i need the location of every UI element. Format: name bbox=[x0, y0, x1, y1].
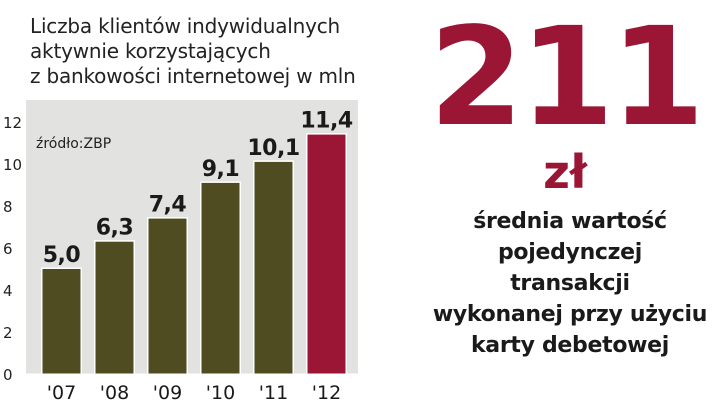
y-tick-label: 8 bbox=[3, 198, 13, 216]
y-tick-label: 4 bbox=[3, 282, 13, 300]
x-tick-label: '09 bbox=[153, 382, 182, 404]
x-tick-label: '11 bbox=[259, 382, 288, 404]
bar bbox=[42, 269, 81, 374]
bar bbox=[254, 161, 293, 374]
stat-description-line: średnia wartość bbox=[473, 209, 667, 234]
bar-value-label: 7,4 bbox=[149, 193, 187, 218]
x-tick-label: '10 bbox=[206, 382, 235, 404]
big-stat-unit: zł bbox=[543, 145, 587, 199]
y-tick-label: 6 bbox=[3, 240, 13, 258]
stat-description: średnia wartość pojedynczej transakcji w… bbox=[420, 206, 720, 361]
y-tick-label: 0 bbox=[3, 366, 13, 384]
bar-value-label: 9,1 bbox=[202, 157, 239, 182]
bar bbox=[307, 134, 346, 374]
bar bbox=[148, 218, 187, 374]
x-tick-label: '07 bbox=[47, 382, 76, 404]
y-tick-label: 2 bbox=[3, 324, 13, 342]
bar bbox=[95, 241, 134, 374]
stat-description-line: transakcji bbox=[510, 271, 630, 296]
big-stat-value: 211 bbox=[429, 0, 705, 157]
stat-description-line: pojedynczej bbox=[497, 240, 643, 265]
bar-value-label: 6,3 bbox=[96, 216, 133, 241]
x-tick-label: '12 bbox=[312, 382, 341, 404]
y-tick-label: 12 bbox=[3, 114, 22, 132]
chart-title-line: Liczba klientów indywidualnych bbox=[30, 14, 341, 38]
bar-value-label: 10,1 bbox=[247, 136, 299, 161]
chart-title-line: aktywnie korzystających bbox=[30, 39, 271, 63]
stat-description-line: karty debetowej bbox=[470, 333, 670, 358]
x-tick-label: '08 bbox=[100, 382, 129, 404]
stat-description-line: wykonanej przy użyciu bbox=[432, 302, 708, 327]
bar-chart: 0 2 4 6 8 10 12 źródło:ZBP 5,0 '07 6,3 '08 7,4 '09 9,1… bbox=[3, 100, 358, 404]
chart-title-line: z bankowości internetowej w mln bbox=[30, 64, 356, 88]
source-label: źródło:ZBP bbox=[36, 136, 111, 152]
y-tick-label: 10 bbox=[3, 156, 22, 174]
bar bbox=[201, 182, 240, 374]
chart-title: Liczba klientów indywidualnych aktywnie … bbox=[30, 14, 390, 89]
bar-value-label: 5,0 bbox=[43, 243, 81, 268]
bar-value-label: 11,4 bbox=[300, 109, 352, 134]
